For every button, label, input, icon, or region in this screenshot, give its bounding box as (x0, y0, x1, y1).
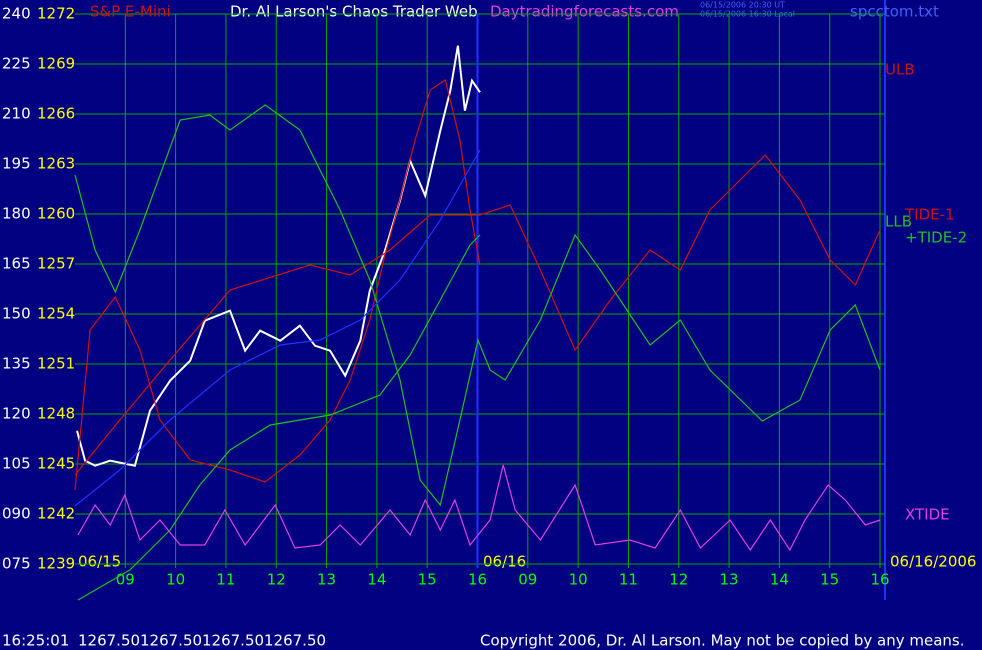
legend-label: +TIDE-2 (905, 229, 967, 247)
copyright: Copyright 2006, Dr. Al Larson. May not b… (480, 632, 965, 650)
x-tick-label: 11 (619, 571, 638, 589)
series-line (76, 45, 481, 467)
chart-title: Dr. Al Larson's Chaos Trader Web (230, 3, 478, 21)
y-tick-label: 150 (2, 305, 31, 323)
x-tick-label: 15 (820, 571, 839, 589)
series-line (77, 234, 481, 601)
y-tick-label: 120 (2, 405, 31, 423)
legend-label: ULB (885, 61, 915, 79)
status-quote: 1267.50 (202, 632, 264, 650)
x-tick-label: 13 (720, 571, 739, 589)
y2-tick-label: 1269 (37, 55, 75, 73)
x-tick-label: 15 (418, 571, 437, 589)
x-tick-label: 12 (267, 571, 286, 589)
x-tick-label: 14 (367, 571, 386, 589)
y2-tick-label: 1272 (37, 5, 75, 23)
x-tick-label: 10 (166, 571, 185, 589)
date-label: 06/16 (483, 553, 526, 571)
x-tick-label: 12 (669, 571, 688, 589)
x-tick-label: 11 (216, 571, 235, 589)
x-tick-label: 13 (317, 571, 336, 589)
y-tick-label: 165 (2, 255, 31, 273)
y-tick-label: 195 (2, 155, 31, 173)
legend-label: LLB (885, 213, 912, 231)
status-quote: 1267.50 (264, 632, 326, 650)
y-tick-label: 240 (2, 5, 31, 23)
y2-tick-label: 1263 (37, 155, 75, 173)
y2-tick-label: 1248 (37, 405, 75, 423)
x-tick-label: 14 (770, 571, 789, 589)
legend-label: XTIDE (905, 506, 950, 524)
y2-tick-label: 1245 (37, 455, 75, 473)
date-label: 06/15 (78, 553, 121, 571)
y-tick-label: 090 (2, 505, 31, 523)
y2-tick-label: 1260 (37, 205, 75, 223)
y2-tick-label: 1257 (37, 255, 75, 273)
legend-label: TIDE-1 (904, 206, 955, 224)
series-line (74, 149, 481, 507)
series-line (74, 104, 881, 507)
y-tick-label: 105 (2, 455, 31, 473)
y-tick-label: 180 (2, 205, 31, 223)
status-quote: 1267.50 (140, 632, 202, 650)
timestamp: 06/15/2006 20:30 UT (700, 1, 785, 10)
y2-tick-label: 1251 (37, 355, 75, 373)
y-tick-label: 210 (2, 105, 31, 123)
y2-tick-label: 1266 (37, 105, 75, 123)
x-tick-label: 10 (569, 571, 588, 589)
y2-tick-label: 1242 (37, 505, 75, 523)
y-tick-label: 225 (2, 55, 31, 73)
legend-label: S&P E-Mini (90, 3, 171, 21)
series-line (74, 154, 881, 476)
y-tick-label: 135 (2, 355, 31, 373)
date-label: 06/16/2006 (890, 553, 976, 571)
series-line (74, 79, 481, 491)
file-name: spcctom.txt (850, 3, 939, 21)
site-link[interactable]: Daytradingforecasts.com (490, 3, 679, 21)
x-tick-label: 09 (518, 571, 537, 589)
y2-tick-label: 1254 (37, 305, 75, 323)
x-tick-label: 16 (468, 571, 487, 589)
series-line (77, 464, 881, 552)
x-tick-label: 16 (870, 571, 889, 589)
status-quote: 1267.50 (78, 632, 140, 650)
y2-tick-label: 1239 (37, 555, 75, 573)
status-time: 16:25:01 (2, 632, 69, 650)
y-tick-label: 075 (2, 555, 31, 573)
